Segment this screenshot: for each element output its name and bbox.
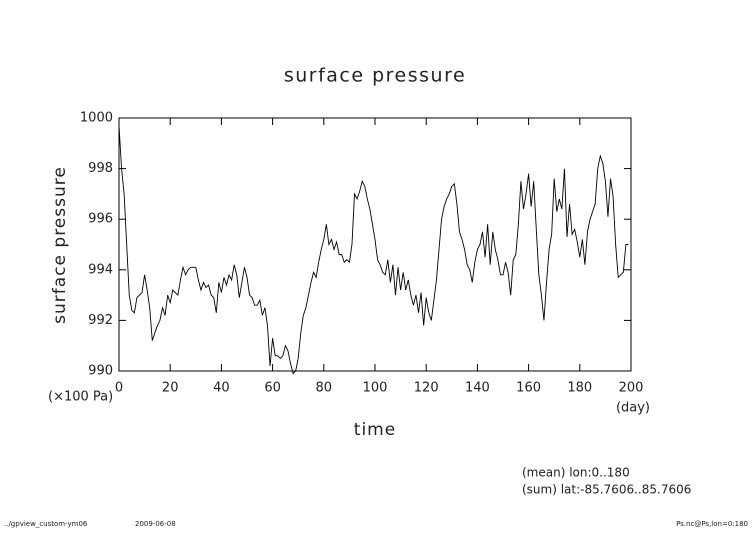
y-tick-label: 996 — [88, 212, 113, 227]
chart-title: surface pressure — [284, 65, 466, 87]
y-tick-label: 990 — [88, 364, 113, 379]
x-axis-unit: (day) — [616, 401, 650, 416]
x-tick-label: 120 — [414, 381, 439, 396]
footer: 2009-06-08 — [135, 520, 176, 528]
y-tick-label: 992 — [88, 313, 113, 328]
x-tick-label: 100 — [363, 381, 388, 396]
x-tick-label: 140 — [465, 381, 490, 396]
x-tick-label: 80 — [316, 381, 333, 396]
x-tick-label: 180 — [567, 381, 592, 396]
footer: Ps.nc@Ps,lon=0:180 — [676, 520, 748, 528]
x-tick-label: 60 — [264, 381, 281, 396]
y-tick-label: 994 — [88, 262, 113, 277]
y-tick-label: 998 — [88, 161, 113, 176]
footer: ../gpview_custom-ym06 — [4, 520, 88, 528]
line-series — [118, 125, 629, 375]
y-tick-label: 1000 — [80, 111, 113, 126]
note: (sum) lat:-85.7606..85.7606 — [522, 483, 691, 497]
note: (mean) lon:0..180 — [522, 466, 630, 480]
x-tick-label: 20 — [162, 381, 179, 396]
x-tick-label: 200 — [619, 381, 644, 396]
x-tick-label: 0 — [115, 381, 123, 396]
x-tick-label: 40 — [213, 381, 230, 396]
y-axis-label: surface pressure — [50, 166, 70, 324]
x-axis-label: time — [354, 420, 396, 440]
x-tick-label: 160 — [516, 381, 541, 396]
y-axis-unit: (×100 Pa) — [48, 390, 113, 405]
